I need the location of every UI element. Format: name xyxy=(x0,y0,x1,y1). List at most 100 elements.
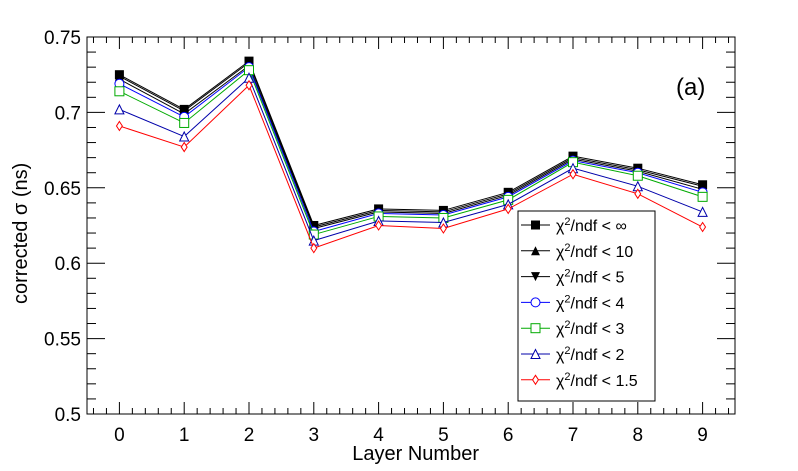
x-tick-label: 9 xyxy=(697,425,708,446)
legend-label: χ2/ndf < 2 xyxy=(556,345,624,364)
y-axis-title: corrected σ (ns) xyxy=(10,163,32,304)
legend-entry: χ2/ndf < ∞ xyxy=(521,216,627,235)
x-tick-label: 7 xyxy=(568,425,579,446)
data-point xyxy=(697,191,708,202)
legend-chi: χ xyxy=(556,244,565,261)
legend-rest: /ndf < 3 xyxy=(571,321,625,338)
x-tick-label: 4 xyxy=(373,425,384,446)
data-point xyxy=(569,168,577,180)
series-line xyxy=(119,84,703,249)
data-point xyxy=(375,220,383,231)
x-tick-label: 8 xyxy=(633,425,644,446)
tick-labels: 0 1 2 3 4 5 6 7 8 9 0.5 0.55 0.6 0.65 0.7 0.75 xyxy=(44,28,708,446)
legend-label: χ2/ndf < 3 xyxy=(556,319,624,338)
legend-marker xyxy=(530,323,541,334)
y-axis-title-prefix: corrected xyxy=(10,215,32,304)
data-point xyxy=(179,117,190,128)
series-line xyxy=(119,76,703,242)
legend-chi: χ xyxy=(556,270,565,287)
legend-label: χ2/ndf < 1.5 xyxy=(556,371,638,390)
legend-entry: χ2/ndf < 10 xyxy=(521,242,633,261)
legend-entry: χ2/ndf < 3 xyxy=(521,319,624,338)
data-point xyxy=(439,223,447,234)
plot-frame xyxy=(86,36,736,415)
series-layer xyxy=(114,56,708,254)
y-axis-title-sigma: σ xyxy=(10,202,32,215)
data-point xyxy=(114,86,125,97)
panel-annotation: (a) xyxy=(676,74,705,101)
legend-rest: /ndf < 5 xyxy=(571,270,625,287)
data-point xyxy=(634,188,642,200)
x-tick-label: 3 xyxy=(309,425,320,446)
x-tick-label: 5 xyxy=(438,425,449,446)
legend-marker xyxy=(531,272,540,282)
data-point xyxy=(115,120,123,132)
x-tick-label: 1 xyxy=(179,425,190,446)
legend-entry: χ2/ndf < 2 xyxy=(521,345,624,364)
axis-ticks xyxy=(87,36,735,415)
data-point xyxy=(114,103,125,115)
x-tick-label: 2 xyxy=(244,425,255,446)
series-line xyxy=(119,61,703,228)
legend-entry: χ2/ndf < 5 xyxy=(521,268,624,287)
series-line xyxy=(119,60,703,227)
series-1 xyxy=(114,58,708,232)
x-tick-label: 6 xyxy=(503,425,514,446)
y-tick-label: 0.7 xyxy=(55,103,81,124)
legend-chi: χ xyxy=(556,321,565,338)
legend-marker xyxy=(530,297,541,308)
data-point xyxy=(699,221,707,233)
legend-rest: /ndf < 1.5 xyxy=(571,373,638,390)
data-point xyxy=(697,206,708,217)
legend-chi: χ xyxy=(556,295,565,312)
legend-marker xyxy=(531,220,540,230)
legend-chi: χ xyxy=(556,347,565,364)
series-2 xyxy=(114,61,708,234)
legend-chi: χ xyxy=(556,373,565,390)
data-point xyxy=(504,203,512,215)
x-axis-title: Layer Number xyxy=(352,443,479,465)
legend-rest: /ndf < 2 xyxy=(571,347,625,364)
legend-label: χ2/ndf < 10 xyxy=(556,242,633,261)
data-point xyxy=(632,170,643,181)
series-line xyxy=(119,64,703,230)
y-axis-title-suffix: (ns) xyxy=(10,163,32,203)
legend-superscript: 2 xyxy=(564,268,570,280)
legend-marker xyxy=(531,374,540,386)
legend-marker xyxy=(530,348,541,359)
legend-rest: /ndf < ∞ xyxy=(571,218,627,235)
y-tick-label: 0.65 xyxy=(44,179,81,200)
x-tick-label: 0 xyxy=(114,425,125,446)
legend-entry: χ2/ndf < 1.5 xyxy=(521,371,638,390)
legend-chi: χ xyxy=(556,218,565,235)
y-tick-label: 0.55 xyxy=(44,330,81,351)
data-point xyxy=(180,141,188,153)
legend-rest: /ndf < 10 xyxy=(571,244,634,261)
series-line xyxy=(119,66,703,233)
series-5 xyxy=(114,72,708,246)
y-tick-label: 0.5 xyxy=(55,405,81,426)
legend-superscript: 2 xyxy=(564,216,570,228)
series-6 xyxy=(115,79,707,254)
legend-entry: χ2/ndf < 4 xyxy=(521,293,624,312)
legend-label: χ2/ndf < 5 xyxy=(556,268,624,287)
y-tick-label: 0.6 xyxy=(55,254,81,275)
legend-superscript: 2 xyxy=(564,319,570,331)
legend-superscript: 2 xyxy=(564,293,570,305)
legend-box xyxy=(517,210,656,402)
legend-superscript: 2 xyxy=(564,345,570,357)
legend-superscript: 2 xyxy=(564,242,570,254)
data-point xyxy=(310,242,318,254)
data-point xyxy=(178,130,190,142)
legend-marker xyxy=(531,246,540,256)
legend-label: χ2/ndf < ∞ xyxy=(556,216,627,235)
series-0 xyxy=(114,56,708,230)
legend-superscript: 2 xyxy=(564,371,570,383)
data-point xyxy=(245,79,253,91)
legend-rest: /ndf < 4 xyxy=(571,295,625,312)
legend-label: χ2/ndf < 4 xyxy=(556,293,624,312)
y-tick-label: 0.75 xyxy=(44,28,81,49)
series-line xyxy=(119,69,703,236)
